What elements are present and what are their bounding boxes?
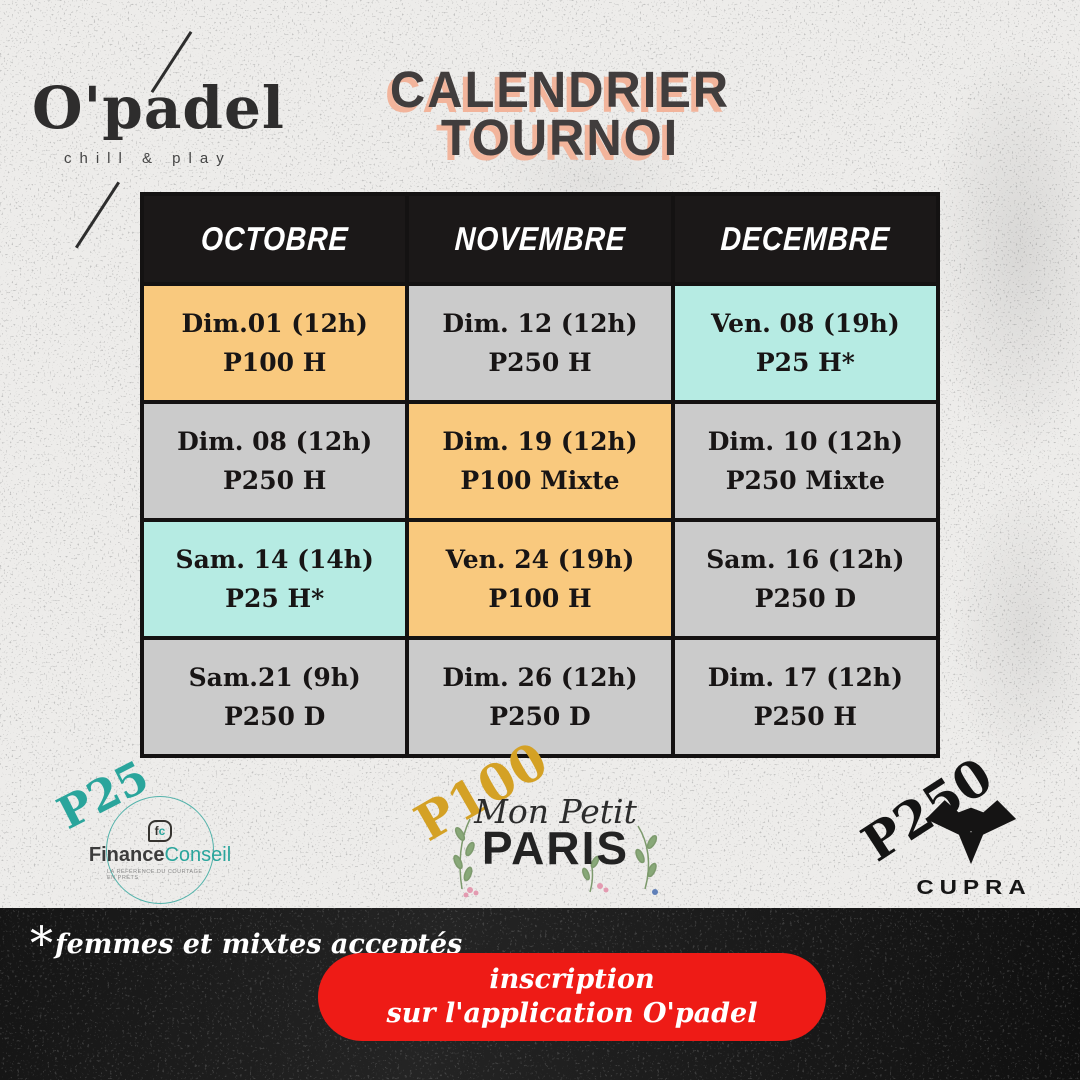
logo-diagonal-line-bottom [75, 181, 120, 249]
month-header-novembre: NOVEMBRE [409, 196, 671, 282]
paris-wordmark: PARIS [481, 822, 630, 874]
tournament-event: P100 H [223, 348, 327, 377]
tournament-cell: Ven. 08 (19h) P25 H* [674, 286, 936, 400]
tournament-cell: Dim. 26 (12h) P250 D [409, 640, 671, 754]
finance-conseil-tagline: LA RÉFÉRENCE DU COURTAGE EN PRÊTS [107, 868, 203, 881]
cupra-emblem-icon [925, 800, 1017, 865]
tournament-date: Sam. 16 (12h) [706, 545, 905, 574]
tournament-cell: Sam. 14 (14h) P25 H* [144, 522, 406, 636]
background-splotch [930, 40, 1080, 460]
footer-bar: *femmes et mixtes acceptés inscription s… [0, 908, 1080, 1080]
tournament-cell: Ven. 24 (19h) P100 H [409, 522, 671, 636]
inscription-button-line-2: sur l'application O'padel [386, 998, 758, 1029]
tournament-cell: Dim. 08 (12h) P250 H [144, 404, 406, 518]
mon-petit-script-text: Mon Petit [474, 792, 637, 831]
tournament-event: P250 H [223, 466, 327, 495]
title-line-1: CALENDRIER [389, 61, 731, 118]
tournament-date: Ven. 24 (19h) [445, 545, 635, 574]
tournament-event: P100 H [488, 584, 592, 613]
tournament-event: P25 H* [755, 348, 855, 377]
tournament-cell: Dim. 19 (12h) P100 Mixte [409, 404, 671, 518]
tournament-date: Dim. 19 (12h) [442, 427, 638, 456]
tournament-cell: Sam. 16 (12h) P250 D [674, 522, 936, 636]
tournament-event: P25 H* [225, 584, 325, 613]
tournament-calendar-table: OCTOBRE NOVEMBRE DECEMBRE Dim.01 (12h) P… [140, 192, 940, 758]
tournament-event: P250 D [489, 702, 591, 731]
tournament-event: P100 Mixte [460, 466, 620, 495]
inscription-button-line-1: inscription [489, 964, 655, 996]
tournament-date: Dim. 10 (12h) [707, 427, 903, 456]
month-header-octobre: OCTOBRE [144, 196, 406, 282]
tournament-cell: Dim. 17 (12h) P250 H [674, 640, 936, 754]
tournament-event: P250 D [754, 584, 857, 613]
tournament-date: Dim. 08 (12h) [177, 427, 373, 456]
mon-petit-paris-logo: Mon Petit PARIS [448, 792, 663, 898]
tournament-date: Dim. 12 (12h) [442, 309, 638, 338]
tournament-cell: Dim.01 (12h) P100 H [144, 286, 406, 400]
tournament-event: P250 H [753, 702, 857, 731]
tournament-event: P250 H [488, 348, 592, 377]
cupra-wordmark: CUPRA [916, 876, 1032, 900]
month-header-decembre: DECEMBRE [674, 196, 936, 282]
title-line-2: TOURNOI [440, 109, 680, 167]
tournament-cell: Dim. 12 (12h) P250 H [409, 286, 671, 400]
background-splotch [950, 480, 1080, 780]
asterisk: * [30, 916, 53, 970]
tournament-cell: Dim. 10 (12h) P250 Mixte [674, 404, 936, 518]
tournament-event: P250 D [223, 702, 326, 731]
tournament-date: Sam.21 (9h) [188, 663, 361, 692]
tournament-cell: Sam.21 (9h) P250 D [144, 640, 406, 754]
finance-conseil-wordmark: FinanceConseil [88, 843, 232, 866]
tournament-date: Sam. 14 (14h) [175, 545, 374, 574]
tournament-date: Dim. 17 (12h) [707, 663, 903, 692]
opadel-logo: O'padel [32, 74, 285, 142]
tournament-date: Ven. 08 (19h) [710, 309, 900, 338]
tournament-date: Dim.01 (12h) [181, 309, 368, 338]
logo-tagline: chill & play [64, 150, 232, 167]
tournament-event: P250 Mixte [725, 466, 885, 495]
page-title: CALENDRIER TOURNOI [350, 61, 770, 167]
tournament-date: Dim. 26 (12h) [442, 663, 638, 692]
inscription-button[interactable]: inscription sur l'application O'padel [318, 953, 826, 1041]
